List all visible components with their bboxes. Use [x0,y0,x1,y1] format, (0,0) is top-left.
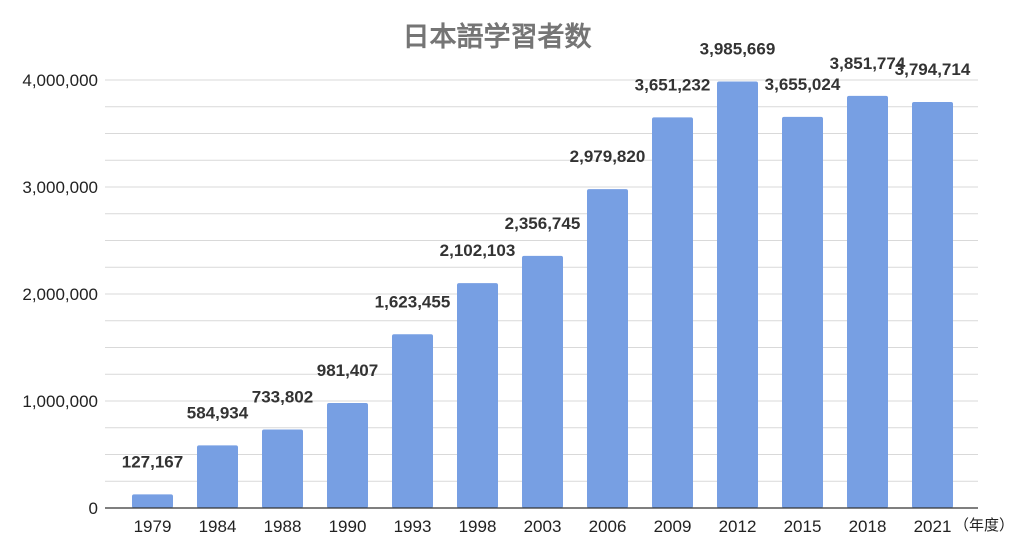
x-tick-label-1998: 1998 [459,517,497,536]
data-label-2009: 3,651,232 [635,75,711,94]
bar-2006 [587,189,628,509]
data-label-2006: 2,979,820 [570,147,646,166]
data-label-1979: 127,167 [122,452,183,471]
y-tick-label: 1,000,000 [22,392,98,411]
x-tick-label-1990: 1990 [329,517,367,536]
x-axis-unit-label: （年度） [954,516,1014,534]
axis-layer: 0 1,000,000 2,000,000 3,000,000 4,000,000 197… [22,71,978,536]
x-tick-label-2012: 2012 [719,517,757,536]
x-tick-label-1984: 1984 [199,517,237,536]
data-label-2015: 3,655,024 [765,75,841,94]
y-tick-label: 0 [89,499,98,518]
y-tick-label: 2,000,000 [22,285,98,304]
x-tick-label-2009: 2009 [654,517,692,536]
x-tick-label-1979: 1979 [134,517,172,536]
data-label-1988: 733,802 [252,387,313,406]
data-label-1984: 584,934 [187,403,249,422]
bar-1993 [392,334,433,508]
data-label-1998: 2,102,103 [440,241,516,260]
bar-1988 [262,429,303,508]
data-label-2003: 2,356,745 [505,214,581,233]
bar-1998 [457,283,498,508]
bar-2003 [522,255,563,508]
x-tick-label-2021: 2021 [914,517,952,536]
chart-title: 日本語学習者数 [403,21,593,53]
y-tick-label: 3,000,000 [22,178,98,197]
data-label-1990: 981,407 [317,361,378,380]
data-label-2012: 3,985,669 [700,40,776,59]
bar-2009 [652,117,693,508]
bar-2012 [717,81,758,508]
bar-layer [132,81,953,509]
x-tick-label-2006: 2006 [589,517,627,536]
data-label-2018: 3,851,774 [830,54,906,73]
x-tick-label-1988: 1988 [264,517,302,536]
x-tick-label-1993: 1993 [394,517,432,536]
bar-2021 [912,101,953,508]
data-label-1993: 1,623,455 [375,292,451,311]
bar-1984 [197,445,238,508]
x-tick-label-2015: 2015 [784,517,822,536]
bar-2015 [782,116,823,509]
bar-2018 [847,95,888,509]
data-label-2021: 3,794,714 [895,60,971,79]
x-tick-label-2003: 2003 [524,517,562,536]
bar-1979 [132,494,173,508]
x-tick-label-2018: 2018 [849,517,887,536]
y-tick-label: 4,000,000 [22,71,98,90]
bar-1990 [327,402,368,508]
